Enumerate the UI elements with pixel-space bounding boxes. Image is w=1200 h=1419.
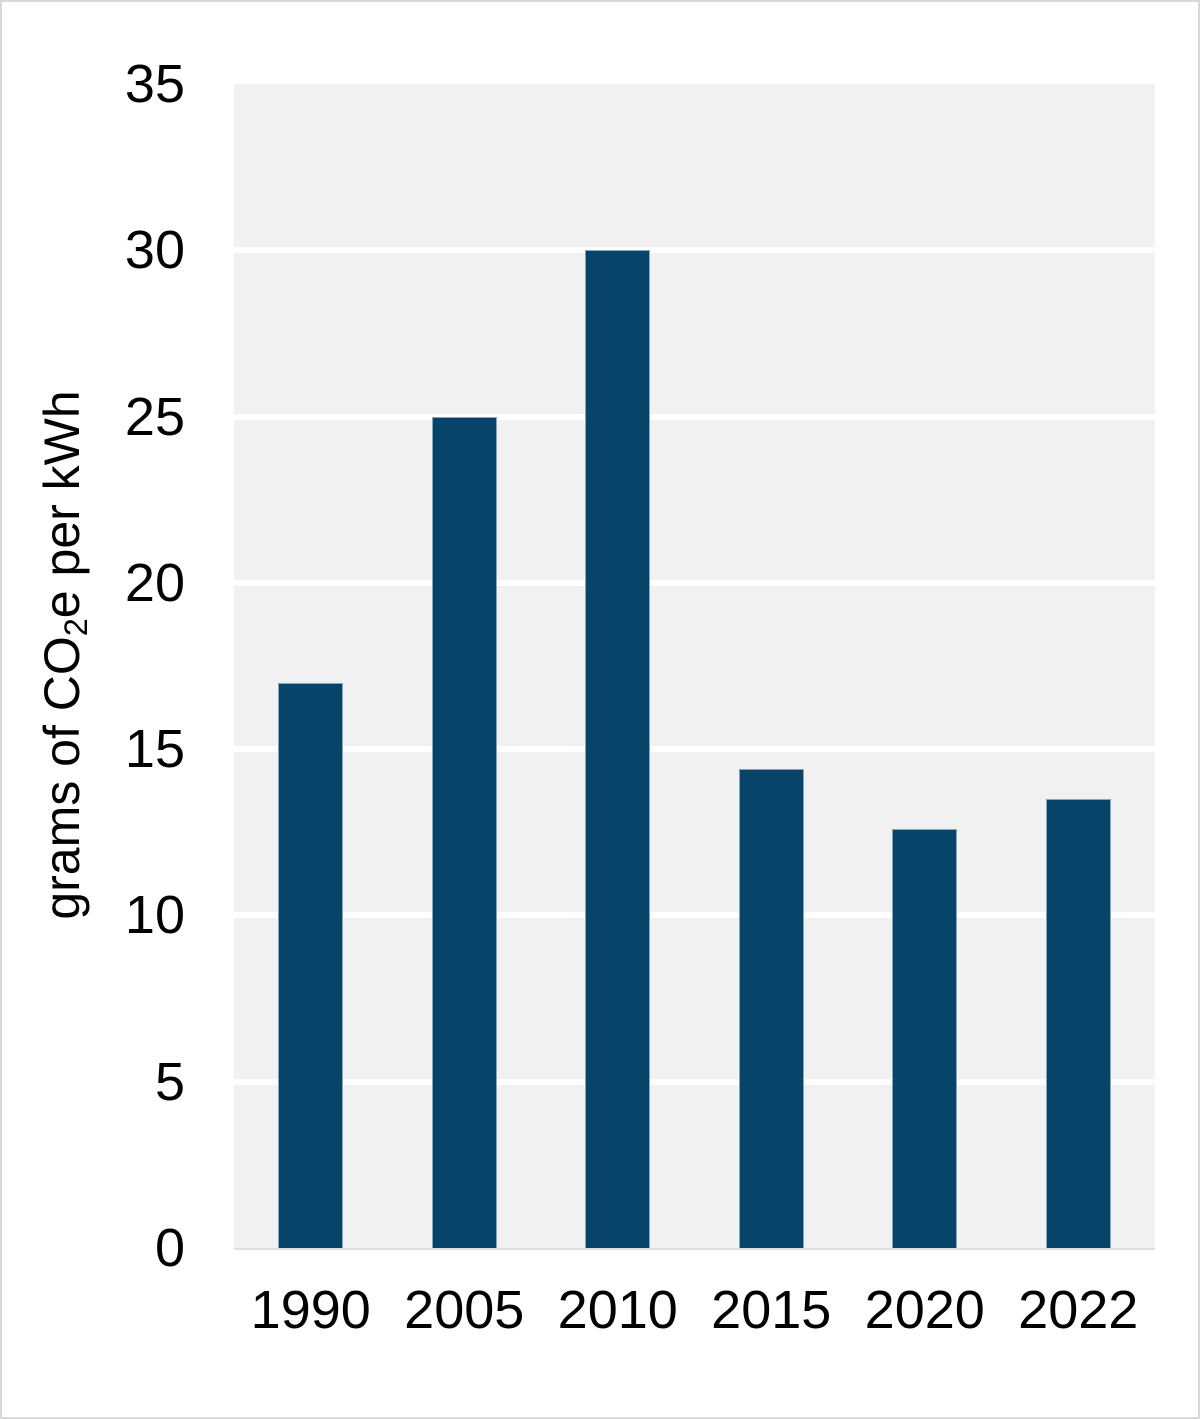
gridline-25 xyxy=(234,413,1155,420)
bar-2005 xyxy=(431,416,497,1248)
bar-2010 xyxy=(585,250,651,1248)
gridline-20 xyxy=(234,579,1155,586)
y-tick-label-15: 15 xyxy=(124,719,185,780)
bar-2015 xyxy=(738,769,804,1248)
y-tick-label-10: 10 xyxy=(124,885,185,946)
x-tick-label-2022: 2022 xyxy=(1018,1280,1139,1340)
y-tick-label-20: 20 xyxy=(124,552,185,613)
gridline-15 xyxy=(234,746,1155,753)
x-tick-label-2020: 2020 xyxy=(864,1280,985,1340)
y-tick-label-35: 35 xyxy=(124,54,185,114)
plot-area xyxy=(234,84,1155,1250)
bar-1990 xyxy=(278,682,344,1248)
bar-2022 xyxy=(1045,799,1111,1248)
gridline-5 xyxy=(234,1078,1155,1085)
bar-2020 xyxy=(892,828,958,1248)
y-tick-label-25: 25 xyxy=(124,386,185,447)
x-tick-label-2005: 2005 xyxy=(404,1280,525,1340)
x-tick-label-2015: 2015 xyxy=(711,1280,832,1340)
gridline-30 xyxy=(234,247,1155,254)
gridline-10 xyxy=(234,912,1155,919)
y-tick-label-30: 30 xyxy=(124,220,185,281)
y-tick-label-0: 0 xyxy=(154,1218,185,1278)
x-tick-label-2010: 2010 xyxy=(557,1280,678,1340)
x-tick-label-1990: 1990 xyxy=(250,1280,371,1340)
y-tick-label-5: 5 xyxy=(154,1051,185,1112)
